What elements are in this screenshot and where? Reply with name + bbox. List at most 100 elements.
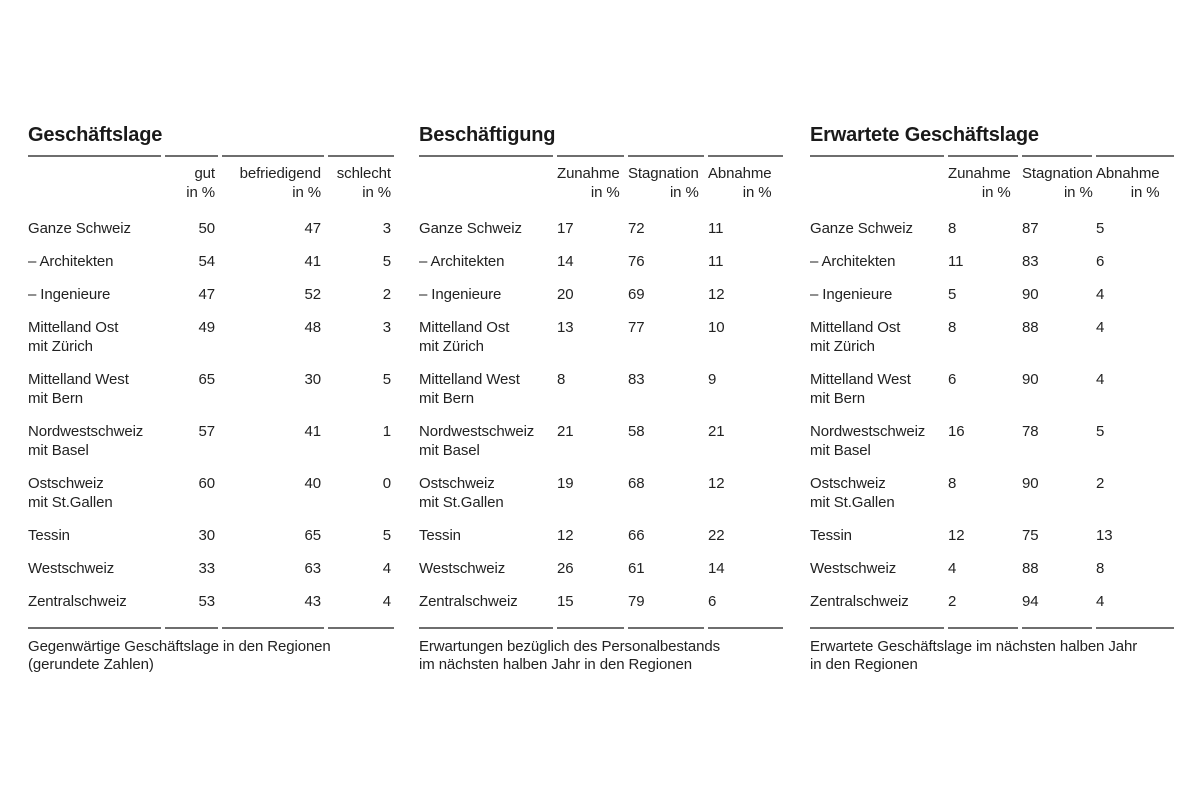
value-cell: 65 <box>304 527 322 544</box>
region-name: Ostschweiz <box>810 475 886 492</box>
column-unit: in % <box>1063 184 1093 201</box>
region-name: Ganze Schweiz <box>810 220 913 237</box>
column-unit: in % <box>1130 184 1160 201</box>
region-subname: mit St.Gallen <box>28 494 113 511</box>
value-cell: 13 <box>557 319 574 336</box>
value-cell: 4 <box>382 593 391 610</box>
region-name: Westschweiz <box>28 560 115 577</box>
value-cell: 5 <box>382 253 391 270</box>
value-cell: 77 <box>628 319 645 336</box>
header-row: gut in % befriedigend in % schlecht in % <box>28 157 394 202</box>
rule-segment <box>708 627 783 629</box>
top-rule <box>28 155 394 157</box>
table-row: Ostschweiz mit St.Gallen 8 90 2 <box>810 474 1174 512</box>
column-header: Zunahme in % <box>557 164 624 202</box>
column-header: Stagnation in % <box>1022 164 1093 202</box>
region-label: Ganze Schweiz <box>28 219 161 238</box>
value-cell: 14 <box>557 253 574 270</box>
region-name: – Ingenieure <box>810 286 893 303</box>
column-header-block: Abnahme in % <box>708 164 772 202</box>
value-cell: 22 <box>708 527 725 544</box>
column-unit: in % <box>292 184 321 201</box>
region-subname: mit St.Gallen <box>419 494 504 511</box>
value-cell: 48 <box>304 319 322 336</box>
value-cell: 47 <box>304 220 322 237</box>
value-cell: 3 <box>382 319 391 336</box>
value-cell: 9 <box>708 371 717 388</box>
rule-segment <box>1022 155 1092 157</box>
value-cell: 41 <box>304 253 322 270</box>
column-label: Stagnation <box>628 165 699 182</box>
region-label: Mittelland Ost mit Zürich <box>419 318 553 356</box>
rule-segment <box>1096 155 1174 157</box>
region-label: Tessin <box>810 526 944 545</box>
region-name: Ostschweiz <box>419 475 495 492</box>
region-subname: mit Basel <box>28 442 89 459</box>
table-row: Westschweiz 4 88 8 <box>810 559 1174 578</box>
table-title: Erwartete Geschäftslage <box>810 124 1039 146</box>
value-cell: 87 <box>1022 220 1039 237</box>
region-name: – Ingenieure <box>28 286 111 303</box>
table-row: Ganze Schweiz 50 47 3 <box>28 219 394 238</box>
value-cell: 4 <box>1096 319 1105 336</box>
value-cell: 65 <box>198 371 216 388</box>
table-row: Zentralschweiz 53 43 4 <box>28 592 394 611</box>
table-row: Mittelland Ost mit Zürich 13 77 10 <box>419 318 783 356</box>
bottom-rule <box>810 627 1174 629</box>
value-cell: 17 <box>557 220 574 237</box>
table-row: Ganze Schweiz 8 87 5 <box>810 219 1174 238</box>
region-name: Ganze Schweiz <box>419 220 522 237</box>
region-subname: mit Basel <box>810 442 871 459</box>
region-name: Westschweiz <box>419 560 506 577</box>
value-cell: 58 <box>628 423 645 440</box>
region-subname: mit Zürich <box>810 338 875 355</box>
region-label: Mittelland West mit Bern <box>419 370 553 408</box>
region-label: Mittelland Ost mit Zürich <box>28 318 161 356</box>
region-name: Mittelland West <box>810 371 911 388</box>
value-cell: 30 <box>304 371 322 388</box>
table-footnote: Erwartungen bezüglich des Personalbestan… <box>419 638 783 674</box>
region-label: Tessin <box>419 526 553 545</box>
value-cell: 63 <box>304 560 322 577</box>
rule-segment <box>222 155 324 157</box>
region-label: – Ingenieure <box>419 285 553 304</box>
region-label: Mittelland West mit Bern <box>810 370 944 408</box>
region-label: Mittelland Ost mit Zürich <box>810 318 944 356</box>
header-row: Zunahme in % Stagnation in % Abnahme in % <box>810 157 1174 202</box>
value-cell: 8 <box>948 319 957 336</box>
value-cell: 6 <box>1096 253 1105 270</box>
region-label: Tessin <box>28 526 161 545</box>
table-row: Tessin 12 75 13 <box>810 526 1174 545</box>
value-cell: 83 <box>628 371 645 388</box>
column-unit: in % <box>742 184 772 201</box>
column-label: Abnahme <box>1096 165 1160 182</box>
value-cell: 57 <box>198 423 216 440</box>
region-name: – Architekten <box>419 253 505 270</box>
region-name: Westschweiz <box>810 560 897 577</box>
table-row: Ostschweiz mit St.Gallen 60 40 0 <box>28 474 394 512</box>
region-label: Zentralschweiz <box>28 592 161 611</box>
region-subname: mit St.Gallen <box>810 494 895 511</box>
column-header: schlecht in % <box>328 164 394 202</box>
region-name: Mittelland West <box>28 371 129 388</box>
value-cell: 13 <box>1096 527 1113 544</box>
region-subname: mit Bern <box>810 390 866 407</box>
region-label: – Ingenieure <box>28 285 161 304</box>
value-cell: 72 <box>628 220 645 237</box>
table-row: – Architekten 54 41 5 <box>28 252 394 271</box>
column-header: befriedigend in % <box>222 164 324 202</box>
value-cell: 6 <box>948 371 957 388</box>
region-name: Nordwestschweiz <box>810 423 926 440</box>
value-cell: 15 <box>557 593 574 610</box>
region-name: Tessin <box>28 527 70 544</box>
table-rows: Ganze Schweiz 50 47 3– Architekten 54 41 5– In… <box>28 219 394 611</box>
table-footnote: Gegenwärtige Geschäftslage in den Region… <box>28 638 394 674</box>
column-unit: in % <box>590 184 620 201</box>
footnote-line2: (gerundete Zahlen) <box>28 656 154 673</box>
column-header: Abnahme in % <box>1096 164 1174 202</box>
footnote-line1: Erwartete Geschäftslage im nächsten halb… <box>810 638 1138 655</box>
region-label: Ganze Schweiz <box>810 219 944 238</box>
region-label: Zentralschweiz <box>810 592 944 611</box>
region-name: Mittelland Ost <box>810 319 901 336</box>
region-name: – Ingenieure <box>419 286 502 303</box>
